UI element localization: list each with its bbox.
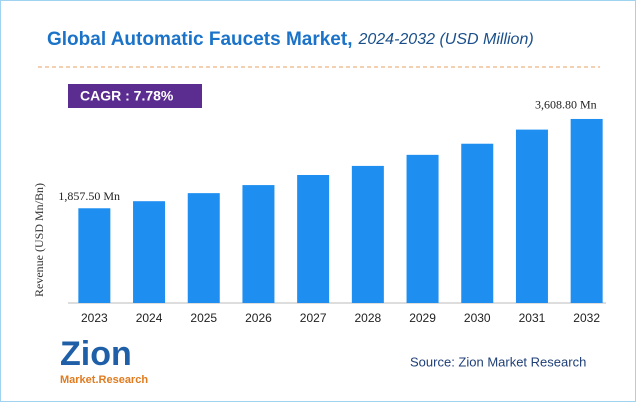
bar [515, 129, 548, 303]
bar [187, 193, 220, 303]
cagr-box [68, 84, 202, 108]
logo-tagline: Market.Research [60, 374, 148, 386]
source: Source: Zion Market Research [410, 354, 586, 369]
cagr-label: CAGR : 7.78% [80, 88, 174, 104]
value-label: 1,857.50 Mn [58, 189, 120, 203]
bar [406, 154, 439, 303]
bar [351, 165, 384, 303]
bar [570, 118, 603, 303]
logo: Zion Market.Research [60, 335, 148, 386]
x-tick-label: 2025 [190, 311, 217, 325]
bar [133, 201, 166, 303]
bar [78, 208, 111, 303]
bar [461, 143, 494, 303]
x-tick-label: 2032 [573, 311, 600, 325]
chart-title: Global Automatic Faucets Market, 2024-203… [47, 29, 534, 50]
x-tick-label: 2024 [136, 311, 163, 325]
logo-name: Zion [60, 335, 132, 373]
x-tick-label: 2027 [300, 311, 327, 325]
y-axis-label: Revenue (USD Mn/Bn) [32, 183, 46, 297]
value-label: 3,608.80 Mn [535, 98, 597, 112]
subtitle: 2024-2032 (USD Million) [357, 31, 533, 48]
x-tick-label: 2023 [81, 311, 108, 325]
x-tick-label: 2029 [409, 311, 436, 325]
x-tick-label: 2030 [464, 311, 491, 325]
x-tick-label: 2026 [245, 311, 272, 325]
x-tick-label: 2031 [519, 311, 546, 325]
title: Global Automatic Faucets Market, [47, 29, 352, 50]
bar [242, 185, 275, 303]
bar [297, 174, 330, 303]
x-tick-label: 2028 [354, 311, 381, 325]
